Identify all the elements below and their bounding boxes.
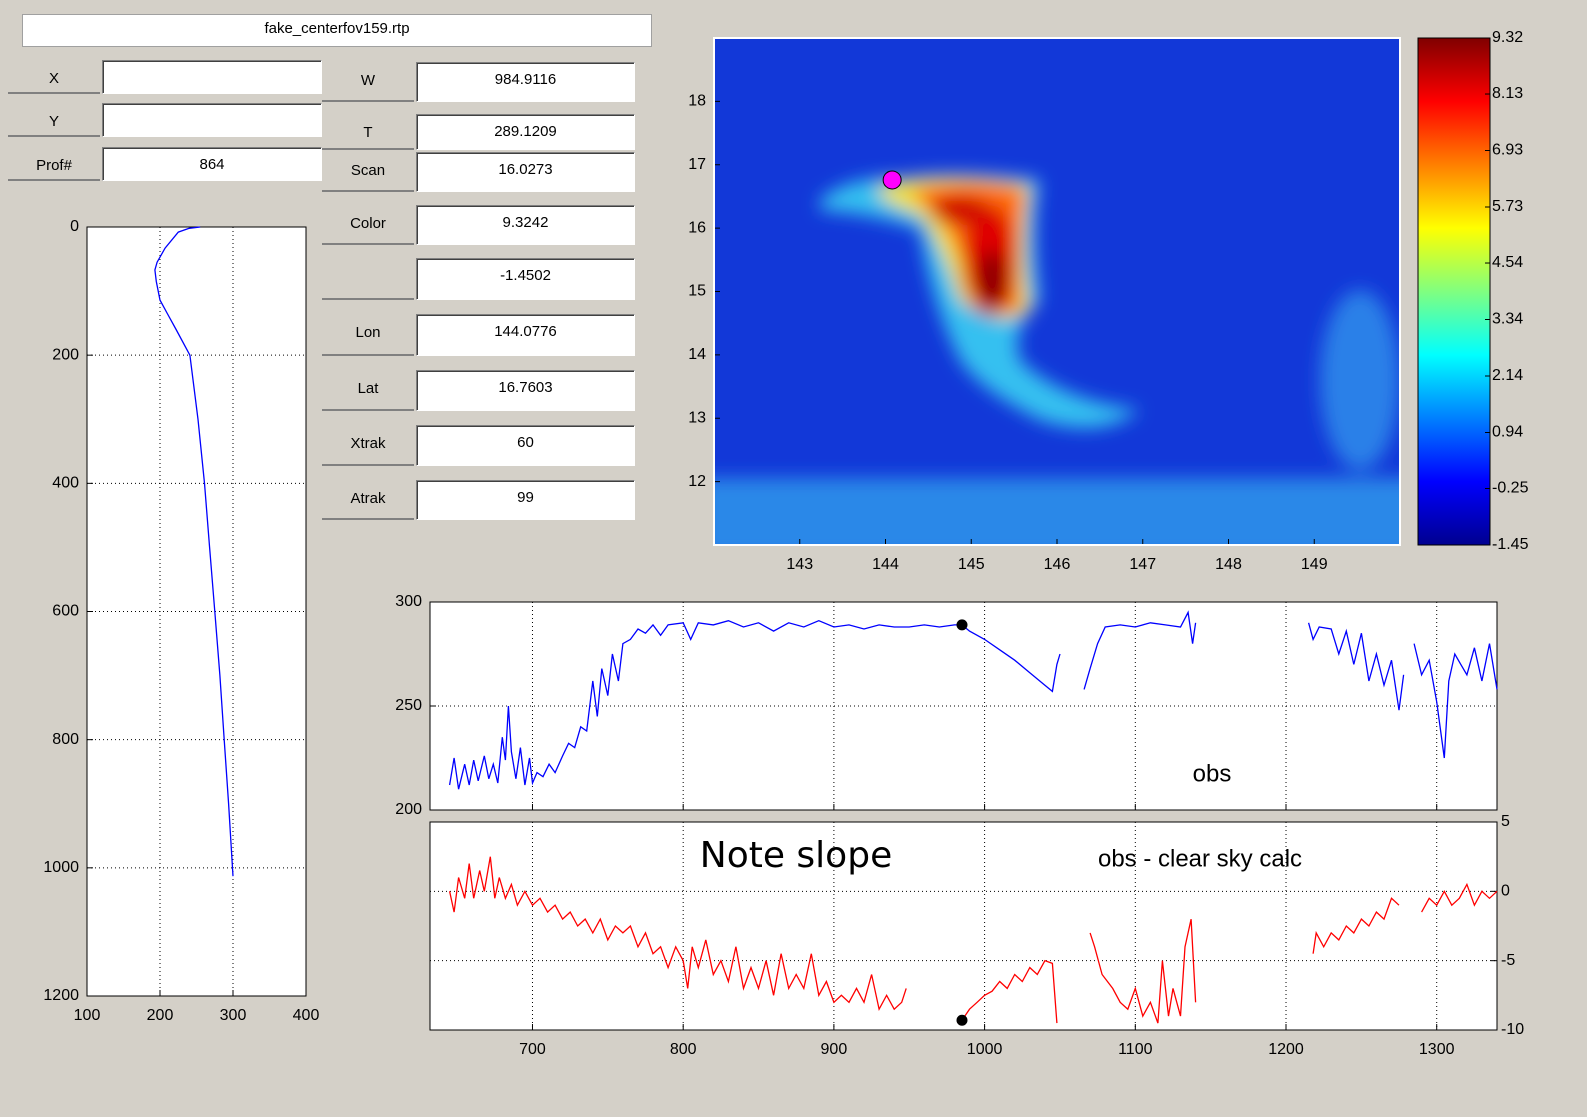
plot-area [429,821,1498,1031]
annotation: obs - clear sky calc [1098,845,1302,872]
field-label: W [322,62,414,102]
field-label: X [8,60,100,94]
map-frame [713,37,1401,546]
x-tick-label: 1100 [1118,1041,1153,1058]
y2-tick-label: -10 [1501,1021,1524,1038]
field-value: 864 [102,147,322,181]
field-value: 289.1209 [416,114,635,150]
y2-tick-label: 5 [1501,813,1510,830]
field-value: 16.0273 [416,152,635,192]
field-label: Prof# [8,147,100,181]
colorbar-tick-label: 0.94 [1492,424,1523,441]
field-value: 9.3242 [416,205,635,245]
field-label: Scan [322,152,414,192]
x-tick-label: 100 [74,1007,101,1024]
x-tick-label: 400 [293,1007,320,1024]
colorbar-tick-label: 3.34 [1492,311,1523,328]
field-value: -1.4502 [416,258,635,300]
x-tick-label: 146 [1044,556,1071,573]
x-tick-label: 149 [1301,556,1328,573]
y-tick-label: 0 [70,218,79,235]
field-value [102,103,322,137]
x-tick-label: 1200 [1268,1041,1304,1058]
highlight-marker [882,170,902,190]
field-label: Lon [322,314,414,356]
y-tick-label: 1200 [43,987,79,1004]
x-tick-label: 147 [1129,556,1156,573]
y-tick-label: 14 [688,346,706,363]
y-tick-label: 200 [52,346,79,363]
x-tick-label: 700 [519,1041,546,1058]
y-tick-label: 200 [395,801,422,818]
colorbar-tick-label: 5.73 [1492,198,1523,215]
annotation: obs [1193,760,1232,787]
y-tick-label: 300 [395,593,422,610]
field-label [322,258,414,300]
y-tick-label: 800 [52,731,79,748]
field-value: 144.0776 [416,314,635,356]
field-label: Color [322,205,414,245]
x-tick-label: 200 [147,1007,174,1024]
data-line [154,226,234,877]
field-value: 99 [416,480,635,520]
heatmap-field [714,38,1400,545]
y-tick-label: 12 [688,473,706,490]
annotation: Note slope [700,835,892,876]
colorbar-tick-label: -0.25 [1492,480,1529,497]
colorbar-tick-label: 8.13 [1492,85,1523,102]
highlight-marker [956,1014,968,1026]
x-tick-label: 800 [670,1041,697,1058]
y-tick-label: 18 [688,93,706,110]
y-tick-label: 16 [688,219,706,236]
y2-tick-label: -5 [1501,952,1515,969]
field-value: 984.9116 [416,62,635,102]
y-tick-label: 600 [52,603,79,620]
highlight-marker [956,619,968,631]
data-line [448,610,1498,790]
y-tick-label: 15 [688,283,706,300]
field-value: 60 [416,425,635,466]
x-tick-label: 145 [958,556,985,573]
y-tick-label: 13 [688,409,706,426]
field-label: Lat [322,370,414,411]
y2-tick-label: 0 [1501,883,1510,900]
file-name: fake_centerfov159.rtp [22,14,652,47]
x-tick-label: 1300 [1419,1041,1455,1058]
colorbar-tick-label: 6.93 [1492,142,1523,159]
x-tick-label: 1000 [967,1041,1003,1058]
data-line [448,856,1498,1024]
field-label: Xtrak [322,425,414,466]
x-tick-label: 900 [821,1041,848,1058]
y-tick-label: 1000 [43,859,79,876]
x-tick-label: 300 [220,1007,247,1024]
field-value: 16.7603 [416,370,635,411]
x-tick-label: 144 [872,556,899,573]
field-label: Y [8,103,100,137]
field-label: T [322,114,414,150]
y-tick-label: 17 [688,156,706,173]
field-label: Atrak [322,480,414,520]
x-tick-label: 143 [786,556,813,573]
colorbar [1417,37,1491,546]
plot-area [429,601,1498,811]
colorbar-tick-label: 4.54 [1492,254,1523,271]
field-value [102,60,322,94]
y-tick-label: 400 [52,475,79,492]
x-tick-label: 148 [1215,556,1242,573]
colorbar-tick-label: -1.45 [1492,536,1529,553]
y-tick-label: 250 [395,697,422,714]
colorbar-tick-label: 9.32 [1492,29,1523,46]
colorbar-tick-label: 2.14 [1492,367,1523,384]
